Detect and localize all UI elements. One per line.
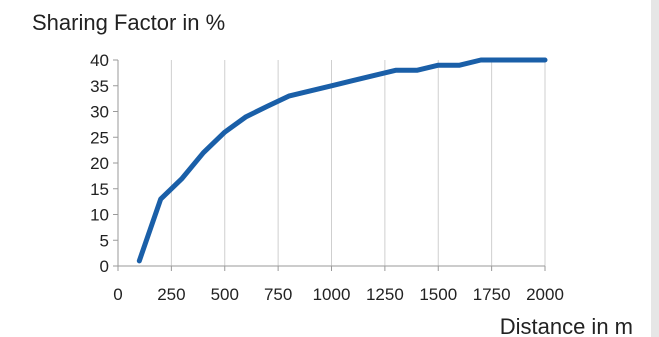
x-tick-label-1500: 1500 — [419, 285, 457, 304]
grid — [170, 60, 546, 266]
y-tick-label-40: 40 — [90, 51, 109, 70]
y-tick-label-35: 35 — [90, 77, 109, 96]
y-tick-label-5: 5 — [100, 231, 109, 250]
y-tick-label-15: 15 — [90, 180, 109, 199]
series — [136, 57, 548, 264]
x-tick-label-750: 750 — [264, 285, 292, 304]
x-tick-label-1250: 1250 — [366, 285, 404, 304]
y-tick-label-20: 20 — [90, 154, 109, 173]
x-tick-label-500: 500 — [211, 285, 239, 304]
x-tick-label-0: 0 — [113, 285, 122, 304]
x-tick-label-1750: 1750 — [473, 285, 511, 304]
x-axis-label: Distance in m — [500, 314, 633, 337]
y-tick-label-10: 10 — [90, 206, 109, 225]
y-tick-label-25: 25 — [90, 128, 109, 147]
y-tick-label-30: 30 — [90, 103, 109, 122]
x-tick-label-2000: 2000 — [526, 285, 564, 304]
y-axis-label: Sharing Factor in % — [32, 10, 225, 35]
tick-labels: 0 5 10 15 20 25 30 35 40 0 250 500 750 1000 1250 1500 17… — [90, 51, 564, 304]
axes — [113, 59, 546, 271]
panel-edge — [651, 0, 659, 337]
x-tick-label-250: 250 — [157, 285, 185, 304]
series-line-0 — [136, 57, 548, 264]
y-tick-label-0: 0 — [100, 257, 109, 276]
x-tick-label-1000: 1000 — [313, 285, 351, 304]
